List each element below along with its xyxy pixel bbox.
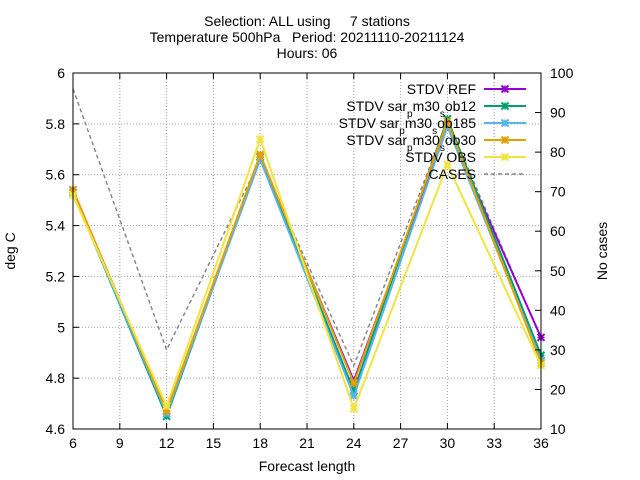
- legend-entry: CASES: [429, 166, 526, 182]
- x-tick-label: 27: [393, 435, 409, 451]
- y-tick-label: 6: [57, 65, 65, 81]
- data-point: [443, 117, 452, 126]
- legend-label: STDV sarpm30sob30: [346, 132, 476, 154]
- title-line: Hours: 06: [277, 45, 338, 61]
- y2-tick-label: 100: [550, 65, 574, 81]
- legend-entry: STDV OBS: [405, 149, 526, 165]
- data-point: [500, 118, 510, 128]
- x-tick-label: 9: [116, 435, 124, 451]
- y2-tick-label: 40: [550, 302, 566, 318]
- data-point: [162, 401, 171, 411]
- y2-tick-label: 20: [550, 381, 566, 397]
- y-tick-label: 5: [57, 319, 65, 335]
- y-tick-label: 5.8: [46, 116, 66, 132]
- legend-label: STDV REF: [407, 81, 476, 97]
- x-tick-label: 30: [440, 435, 456, 451]
- y2-tick-label: 30: [550, 342, 566, 358]
- x-tick-label: 12: [159, 435, 175, 451]
- x-tick-label: 21: [299, 435, 315, 451]
- y2-tick-label: 10: [550, 421, 566, 437]
- axis-ticks: 6 9 12 15 18 21 24 27 30 33 36 4.6 4.8 5 5.2 5.4 5.6 5.8 6…: [46, 65, 574, 451]
- x-tick-label: 15: [206, 435, 222, 451]
- legend-entry: STDV sarpm30sob185: [339, 115, 526, 137]
- legend-entry: STDV sarpm30sob30: [346, 132, 526, 154]
- data-point: [443, 160, 452, 169]
- x-tick-label: 36: [533, 435, 549, 451]
- x-tick-label: 18: [252, 435, 268, 451]
- data-point: [500, 135, 510, 145]
- legend-entry: STDV REF: [407, 81, 526, 97]
- chart-title: Selection: ALL using 7 stationsTemperatu…: [150, 13, 465, 61]
- data-point: [500, 152, 510, 162]
- y2-tick-label: 50: [550, 263, 566, 279]
- data-point: [349, 391, 359, 401]
- y-tick-label: 5.4: [46, 218, 66, 234]
- title-line: Temperature 500hPa Period: 20211110-2021…: [150, 29, 465, 45]
- data-point: [255, 150, 265, 159]
- y2-tick-label: 60: [550, 223, 566, 239]
- x-axis-label: Forecast length: [259, 458, 356, 474]
- legend-label: STDV sarpm30sob12: [346, 98, 476, 120]
- y-tick-label: 4.8: [46, 370, 66, 386]
- data-point: [349, 404, 359, 413]
- y-tick-label: 5.2: [46, 268, 66, 284]
- y2-tick-label: 80: [550, 144, 566, 160]
- y2-tick-label: 70: [550, 184, 566, 200]
- y-tick-label: 4.6: [46, 421, 66, 437]
- legend-entry: STDV sarpm30sob12: [346, 98, 526, 120]
- data-point: [349, 379, 359, 388]
- y2-axis-label: No cases: [594, 222, 610, 280]
- legend-label: STDV sarpm30sob185: [339, 115, 477, 137]
- data-point: [255, 134, 265, 144]
- title-line: Selection: ALL using 7 stations: [204, 13, 410, 29]
- series-line: [72, 118, 542, 414]
- x-tick-label: 24: [346, 435, 362, 451]
- x-tick-label: 33: [486, 435, 502, 451]
- x-tick-label: 6: [69, 435, 77, 451]
- data-point: [500, 101, 510, 111]
- legend-label: STDV OBS: [405, 149, 476, 165]
- data-point: [500, 84, 510, 94]
- legend-label: CASES: [429, 166, 476, 182]
- y2-tick-label: 90: [550, 105, 566, 121]
- y-axis-label: deg C: [2, 232, 18, 269]
- y-tick-label: 5.6: [46, 167, 66, 183]
- series-line: [72, 136, 542, 412]
